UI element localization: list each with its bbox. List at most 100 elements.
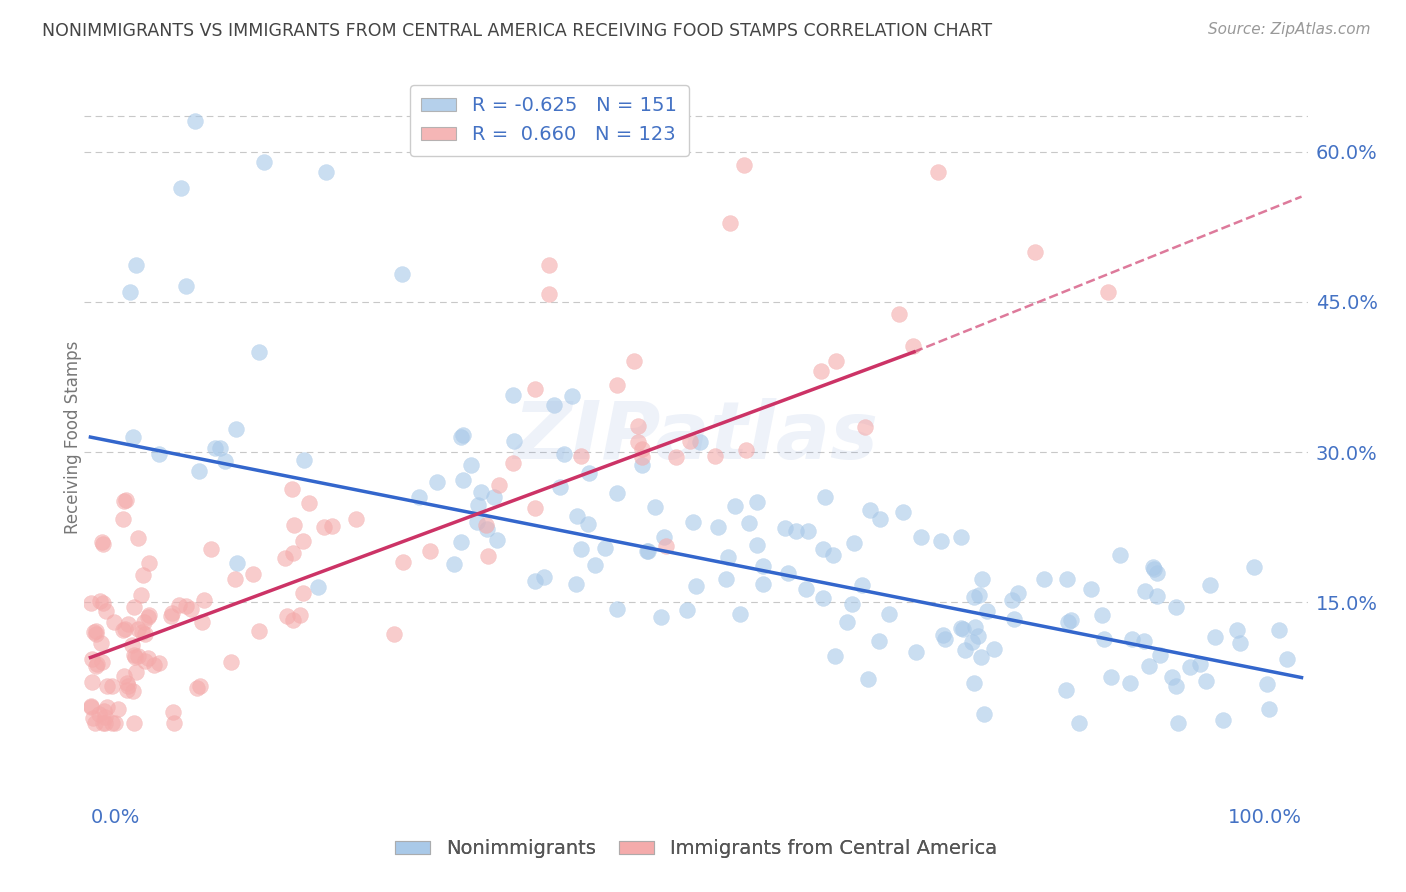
Point xyxy=(80,698,103,713)
Point xyxy=(134,615,156,629)
Point xyxy=(281,613,304,627)
Point xyxy=(785,524,807,539)
Point xyxy=(1161,670,1184,684)
Point xyxy=(751,577,773,591)
Point xyxy=(451,428,474,442)
Point xyxy=(183,114,205,128)
Point xyxy=(1133,634,1156,648)
Point xyxy=(1137,659,1160,673)
Point xyxy=(537,259,560,273)
Point xyxy=(121,638,143,652)
Point xyxy=(443,558,465,572)
Point xyxy=(797,524,820,538)
Point xyxy=(706,520,728,534)
Point xyxy=(689,435,711,450)
Point xyxy=(136,651,159,665)
Point xyxy=(90,636,112,650)
Point xyxy=(117,676,139,690)
Point xyxy=(96,700,118,714)
Point xyxy=(89,706,111,721)
Point xyxy=(868,633,890,648)
Point xyxy=(1204,630,1226,644)
Point xyxy=(583,558,606,573)
Point xyxy=(810,364,832,378)
Point xyxy=(714,572,737,586)
Point xyxy=(148,657,170,671)
Point xyxy=(905,645,928,659)
Point xyxy=(565,577,588,591)
Point xyxy=(650,610,672,624)
Point xyxy=(553,447,575,461)
Point xyxy=(143,657,166,672)
Point xyxy=(344,512,367,526)
Point xyxy=(775,521,797,535)
Point xyxy=(1149,648,1171,662)
Point xyxy=(983,642,1005,657)
Point xyxy=(1069,715,1091,730)
Point xyxy=(214,454,236,468)
Point xyxy=(122,599,145,614)
Point xyxy=(970,650,993,665)
Point xyxy=(167,599,190,613)
Point xyxy=(467,516,489,530)
Point xyxy=(543,398,565,412)
Point xyxy=(200,542,222,557)
Point xyxy=(114,622,136,636)
Point xyxy=(813,542,835,557)
Point xyxy=(931,533,953,548)
Point xyxy=(122,683,145,698)
Point xyxy=(630,442,652,457)
Text: 0.0%: 0.0% xyxy=(90,808,139,827)
Point xyxy=(117,617,139,632)
Point xyxy=(723,500,745,514)
Text: Source: ZipAtlas.com: Source: ZipAtlas.com xyxy=(1208,22,1371,37)
Point xyxy=(1146,566,1168,580)
Point xyxy=(314,519,336,533)
Point xyxy=(103,615,125,630)
Point xyxy=(89,594,111,608)
Point xyxy=(967,629,990,643)
Point xyxy=(623,353,645,368)
Point xyxy=(502,388,524,402)
Point xyxy=(1002,612,1025,626)
Point xyxy=(851,578,873,592)
Point xyxy=(728,607,751,622)
Point xyxy=(569,449,592,463)
Point xyxy=(734,443,756,458)
Point xyxy=(190,679,212,693)
Point xyxy=(127,648,149,663)
Point xyxy=(1243,560,1265,574)
Point xyxy=(321,518,343,533)
Point xyxy=(1057,615,1080,629)
Point xyxy=(869,512,891,526)
Point xyxy=(1195,674,1218,689)
Point xyxy=(91,596,114,610)
Point xyxy=(1080,582,1102,596)
Point xyxy=(276,609,298,624)
Point xyxy=(1166,679,1188,693)
Point xyxy=(1143,562,1166,576)
Point xyxy=(745,538,768,552)
Point xyxy=(162,705,184,719)
Point xyxy=(125,665,148,679)
Point xyxy=(976,604,998,618)
Point xyxy=(717,549,740,564)
Point xyxy=(84,658,107,673)
Point xyxy=(685,579,707,593)
Point xyxy=(191,615,214,630)
Point xyxy=(467,498,489,512)
Point xyxy=(124,650,146,665)
Point xyxy=(565,508,588,523)
Point xyxy=(537,287,560,301)
Point xyxy=(193,593,215,607)
Point xyxy=(115,682,138,697)
Text: 100.0%: 100.0% xyxy=(1227,808,1302,827)
Point xyxy=(186,681,208,695)
Point xyxy=(136,610,159,624)
Point xyxy=(392,556,415,570)
Point xyxy=(451,473,474,487)
Point xyxy=(101,715,124,730)
Point xyxy=(636,543,658,558)
Point xyxy=(80,596,103,610)
Point xyxy=(281,482,304,496)
